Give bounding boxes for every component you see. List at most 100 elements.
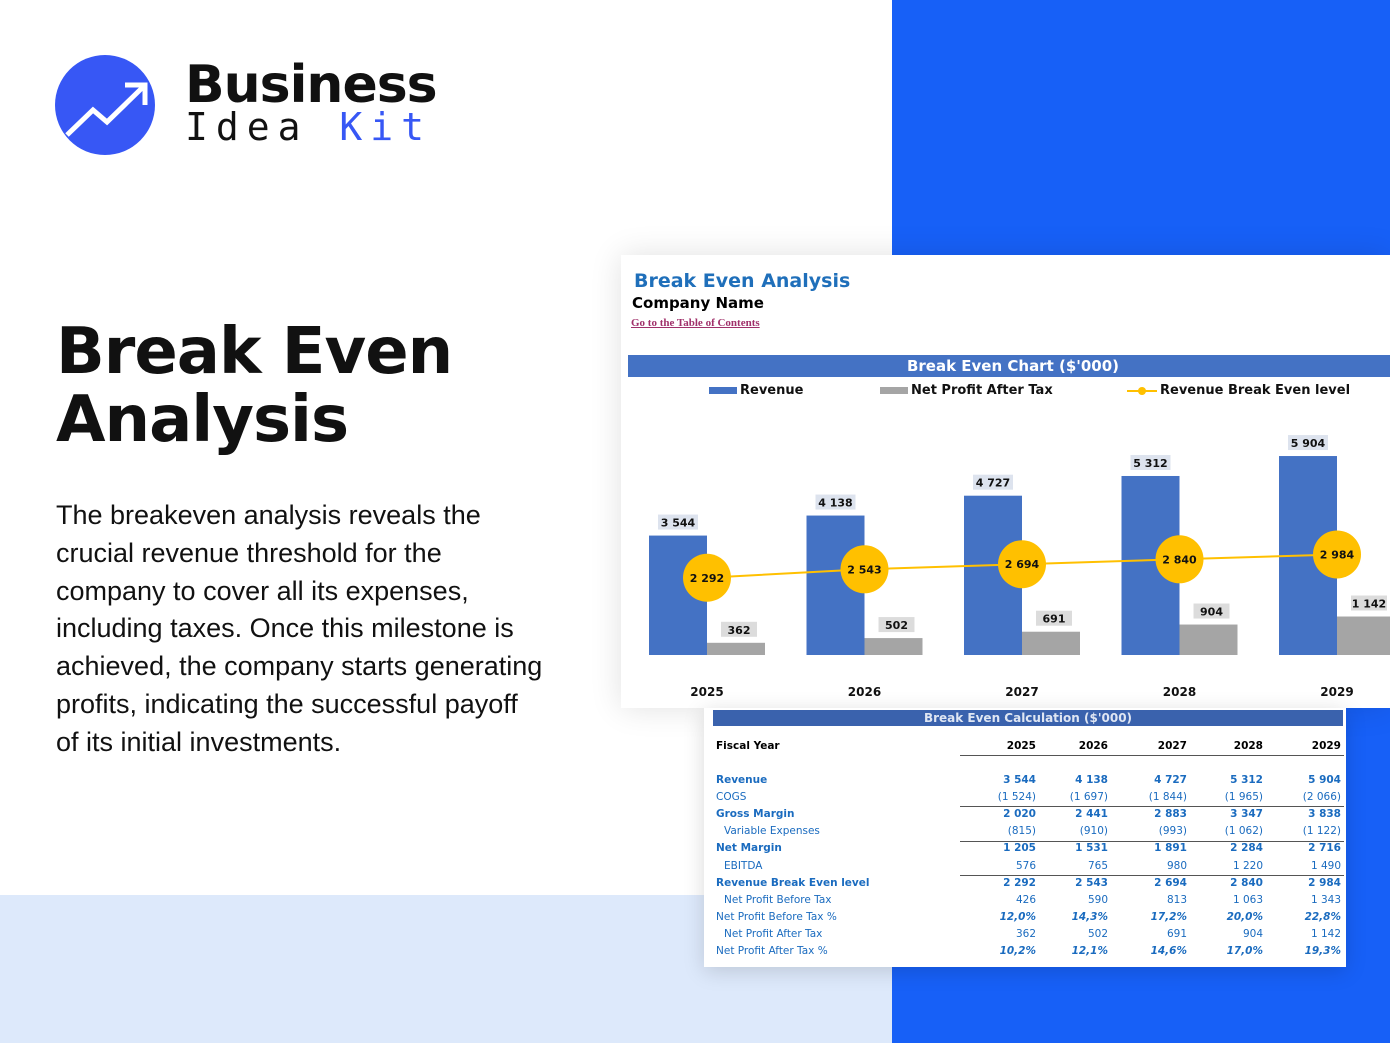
cell-value: (1 122): [1302, 825, 1341, 838]
cell-value: 14,6%: [1150, 945, 1187, 957]
break-even-data-label: 2 292: [690, 572, 724, 585]
cell-value: 590: [1087, 893, 1108, 906]
cell-value: 576: [1015, 859, 1036, 872]
break-even-data-label: 2 543: [847, 563, 881, 576]
cell-value: 3 347: [1230, 808, 1263, 821]
revenue-data-label: 5 904: [1291, 437, 1326, 450]
cell-value: (815): [1007, 825, 1036, 838]
break-even-data-label: 2 984: [1320, 548, 1355, 561]
cell-value: 362: [1015, 927, 1036, 940]
cell-value: 2 694: [1154, 876, 1187, 889]
cell-value: (1 965): [1224, 791, 1263, 804]
cell-value: 2 883: [1154, 808, 1187, 821]
cell-value: 14,3%: [1071, 910, 1108, 923]
table-row: Gross Margin 2 020 2 441 2 883 3 347 3 838: [704, 806, 1346, 823]
cell-value: (1 524): [997, 791, 1036, 804]
cell-value: 19,3%: [1304, 945, 1341, 957]
cell-value: 1 142: [1310, 927, 1341, 940]
net-profit-data-label: 691: [1043, 613, 1066, 626]
cell-value: 2029: [1311, 740, 1341, 752]
divider: [960, 875, 1344, 876]
cell-value: 2 716: [1308, 842, 1341, 855]
cell-value: 2027: [1157, 740, 1187, 752]
cell-value: 22,8%: [1304, 910, 1341, 923]
revenue-data-label: 3 544: [661, 517, 696, 530]
net-profit-data-label: 904: [1200, 606, 1223, 619]
legend-line-marker: [1127, 386, 1157, 395]
x-axis-label: 2025: [690, 685, 723, 699]
revenue-data-label: 4 727: [976, 477, 1010, 490]
table-row: COGS (1 524) (1 697) (1 844) (1 965) (2 066): [704, 789, 1346, 806]
revenue-data-label: 5 312: [1133, 457, 1167, 470]
net-profit-bar: [1022, 631, 1080, 655]
table-row: Net Profit Before Tax % 12,0% 14,3% 17,2% 20…: [704, 909, 1346, 926]
table-row: Revenue Break Even level 2 292 2 543 2 694 2…: [704, 875, 1346, 892]
net-profit-bar: [707, 642, 765, 655]
data-label-bg: [1193, 603, 1230, 619]
chart-title: Break Even Chart ($'000): [628, 355, 1390, 377]
data-label-bg: [973, 474, 1013, 490]
net-profit-data-label: 1 142: [1352, 598, 1386, 611]
net-profit-bar: [1337, 616, 1390, 655]
row-label: EBITDA: [724, 859, 763, 872]
cell-value: 2 284: [1230, 842, 1263, 855]
cell-value: 1 531: [1075, 842, 1108, 855]
table-title: Break Even Calculation ($'000): [713, 710, 1343, 726]
table-header-row: Fiscal Year 2025 2026 2027 2028 2029: [704, 738, 1346, 755]
x-axis-label: 2027: [1005, 685, 1038, 699]
cell-value: 2 020: [1003, 808, 1036, 821]
row-label: Revenue Break Even level: [716, 876, 870, 889]
cell-value: 3 544: [1003, 774, 1036, 786]
cell-value: 426: [1015, 893, 1036, 906]
toc-link[interactable]: Go to the Table of Contents: [631, 317, 760, 329]
brand-logo: Business Idea Kit: [55, 55, 438, 160]
table-row: Net Profit After Tax % 10,2% 12,1% 14,6% 17,…: [704, 943, 1346, 960]
cell-value: 4 138: [1075, 774, 1108, 786]
cell-value: 904: [1242, 927, 1263, 940]
data-label-bg: [1351, 595, 1387, 611]
table-row: Revenue 3 544 4 138 4 727 5 312 5 904: [704, 772, 1346, 789]
break-even-chart: 3 544 4 138 4 727 5 312 5 904 362 502 691 904 1 1…: [649, 435, 1390, 699]
legend-swatch: [880, 387, 908, 394]
table-row: Variable Expenses (815) (910) (993) (1 062) (…: [704, 823, 1346, 840]
legend-break-even: Revenue Break Even level: [1127, 383, 1350, 398]
cell-value: (2 066): [1302, 791, 1341, 804]
cell-value: 2 441: [1075, 808, 1108, 821]
x-axis-label: 2028: [1163, 685, 1196, 699]
legend-net-profit: Net Profit After Tax: [880, 383, 1053, 398]
cell-value: 980: [1166, 859, 1187, 872]
break-even-marker: [1313, 530, 1361, 579]
net-profit-bar: [864, 638, 923, 655]
data-label-bg: [878, 617, 915, 633]
cell-value: 20,0%: [1226, 910, 1263, 923]
cell-value: 10,2%: [999, 945, 1036, 957]
net-profit-data-label: 502: [885, 619, 908, 632]
row-label: Net Profit After Tax: [724, 927, 823, 940]
table-row: Net Profit After Tax 362 502 691 904 1 142: [704, 926, 1346, 943]
cell-value: 1 490: [1310, 859, 1341, 872]
row-label: Variable Expenses: [724, 825, 820, 838]
cell-value: 813: [1166, 893, 1187, 906]
data-label-bg: [721, 621, 757, 637]
brand-name-line2: Idea Kit: [185, 105, 433, 149]
data-label-bg: [1288, 435, 1328, 451]
description: The breakeven analysis reveals the cruci…: [56, 500, 543, 757]
cell-value: (1 062): [1224, 825, 1263, 838]
row-label: Net Profit Before Tax %: [716, 910, 837, 923]
cell-value: 2026: [1078, 740, 1108, 752]
cell-value: 5 904: [1308, 774, 1341, 786]
cell-value: 2028: [1233, 740, 1263, 752]
cell-value: 17,0%: [1226, 945, 1263, 957]
brand-name-line1: Business: [185, 55, 438, 115]
cell-value: 1 205: [1003, 842, 1036, 855]
cell-value: (1 844): [1148, 791, 1187, 804]
cell-value: 4 727: [1154, 774, 1187, 786]
row-label: Net Margin: [716, 842, 782, 855]
divider: [960, 755, 1344, 756]
cell-value: 1 063: [1232, 893, 1263, 906]
company-name: Company Name: [632, 294, 764, 312]
data-label-bg: [815, 494, 856, 510]
data-label-bg: [1130, 454, 1171, 470]
cell-value: 1 891: [1154, 842, 1187, 855]
break-even-marker: [1155, 535, 1204, 584]
